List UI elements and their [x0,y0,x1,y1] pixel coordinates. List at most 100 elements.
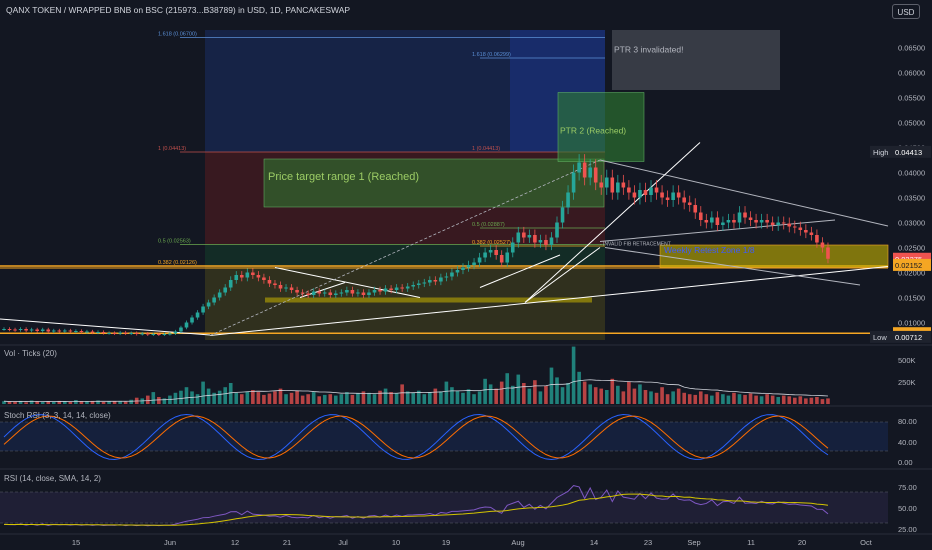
price-tag-label: High [873,148,888,157]
time-axis-label: Jul [338,538,348,547]
fib2-level-label: 0.5 (0.02887) [472,222,505,228]
candle [743,212,747,218]
candle [665,197,670,200]
volume-bar [522,383,526,404]
retest-zone-small [265,297,592,303]
volume-bar [510,385,515,404]
rsi-sma-line [3,493,829,526]
volume-bar [284,394,288,404]
candle [776,222,780,225]
time-axis-label: Sep [687,538,700,547]
volume-bar [278,388,283,404]
volume-bar [544,385,548,404]
price-tick-label: 0.06500 [898,44,925,53]
price-tick-label: 0.01500 [898,294,925,303]
candle [555,222,559,238]
volume-bar [101,401,106,404]
candle [499,255,504,263]
volume-bar [383,388,388,404]
candle [643,190,648,195]
candle [754,220,758,223]
candle [416,283,421,285]
volume-bar [483,378,487,404]
candle [571,172,576,193]
volume-bar [195,394,200,404]
volume-bar [450,387,454,404]
fib-level-label: 0.5 (0.02563) [158,239,191,245]
volume-bar [748,393,753,404]
candle [46,329,51,332]
volume-bar [239,394,244,404]
volume-bar [488,384,493,404]
dashed-trendline [209,159,601,336]
volume-bar [660,387,664,404]
time-axis-label: 19 [442,538,450,547]
candle [35,329,39,331]
candle [781,222,786,224]
price-tag [893,145,931,158]
volume-bar [533,380,537,404]
volume-bar [560,387,565,404]
candle [13,329,17,331]
candle [726,220,731,223]
volume-bar [129,399,133,404]
volume-bar [2,401,6,404]
volume-bar [732,392,736,404]
volume-bar [311,392,316,404]
volume-bar [372,394,377,404]
volume-bar [477,391,482,404]
candle [157,334,161,335]
rsi-tick-label: 50.00 [898,504,917,513]
volume-bar [223,387,227,404]
volume-bar [145,395,150,404]
volume-bar [74,400,78,404]
candle [809,232,814,235]
volume-bar [416,390,421,404]
volume-bar [157,397,161,404]
volume-bar [770,395,775,404]
candle [522,232,526,238]
currency-button[interactable]: USD [892,4,920,19]
candle [588,167,592,178]
price-tick-label: 0.05500 [898,94,925,103]
candle [162,334,167,335]
ptr3-label: PTR 3 invalidated! [614,45,683,55]
volume-bar [63,401,67,404]
candle [245,272,250,278]
volume-bar [289,392,294,404]
candle [24,329,28,331]
candle [428,280,432,283]
price-tag-label: Low [873,333,887,342]
candle [577,162,581,173]
candle [604,177,609,188]
volume-bar [643,390,648,404]
volume-bar [13,401,17,404]
volume-bar [428,392,432,404]
volume-bar [201,381,205,404]
candle [306,293,310,295]
price-tick-label: 0.02500 [898,244,925,253]
candle [770,222,775,225]
time-axis-label: Aug [511,538,524,547]
volume-bar [7,401,12,404]
time-axis-label: 14 [590,538,598,547]
rsi-band [0,492,888,523]
volume-bar [665,394,670,404]
candle [118,332,122,334]
candle [704,220,709,223]
volume-bar [815,397,819,404]
candle [693,205,698,213]
volume-bar [234,392,239,404]
volume-bar [334,395,338,404]
trendline [599,159,889,227]
invalid-fib-label: - INVALID FIB RETRACEMENT [600,242,671,248]
stoch-tick-label: 0.00 [898,458,913,467]
volume-bar [107,401,111,404]
candle [311,291,316,295]
volume-bar [328,394,333,404]
volume-bar [527,388,532,404]
volume-bar [245,391,250,404]
volume-bar [206,388,211,404]
candle [549,237,554,245]
